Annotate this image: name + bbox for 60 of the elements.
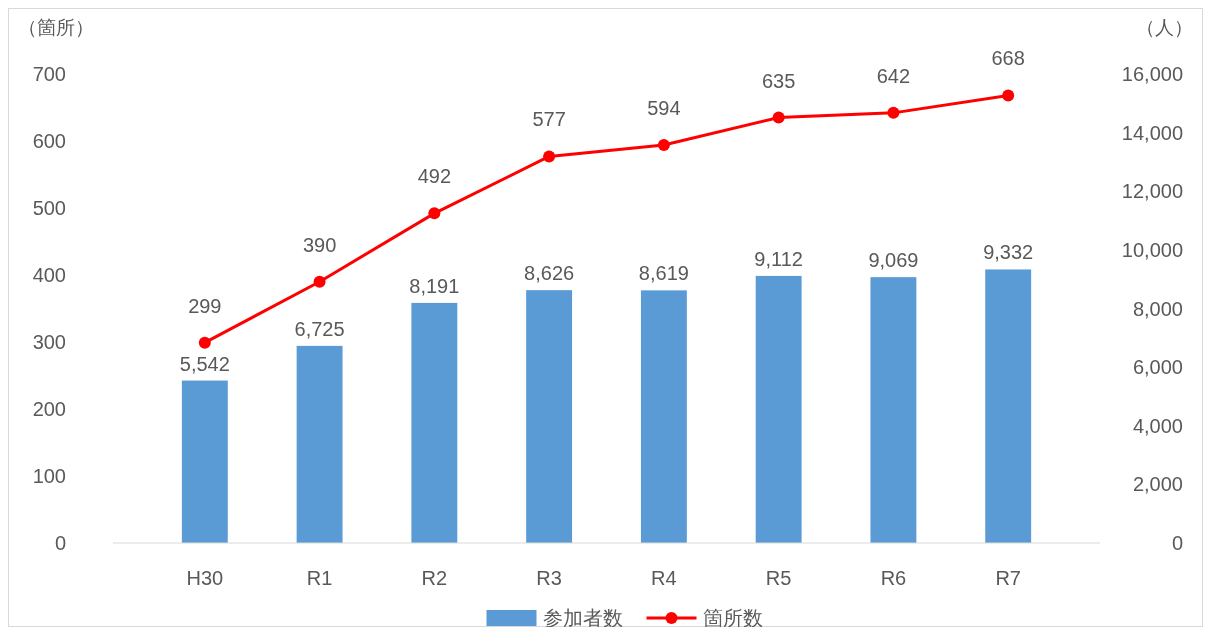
y-axis-title: （箇所）	[18, 17, 94, 38]
bar	[181, 380, 228, 543]
x-tick-label: R4	[651, 567, 677, 589]
point	[657, 139, 670, 152]
point	[428, 207, 441, 220]
x-tick-label: H30	[186, 567, 224, 589]
y-tick-label: 700	[32, 63, 66, 85]
point	[772, 111, 785, 124]
y-tick-label: 600	[32, 130, 66, 152]
x-tick-label: R5	[765, 567, 792, 589]
data-label: 390	[302, 233, 337, 256]
data-label: 668	[991, 47, 1025, 70]
y2-tick-label: 0	[1171, 532, 1183, 554]
x-tick-label: R1	[306, 567, 333, 589]
x-tick-label: R3	[536, 567, 562, 589]
data-label: 299	[188, 294, 222, 317]
data-label: 9,112	[754, 247, 803, 270]
y-tick-label: 100	[32, 465, 66, 487]
point	[198, 336, 211, 349]
bar	[755, 275, 802, 543]
bar	[870, 277, 917, 543]
data-label: 594	[647, 97, 681, 120]
data-label: 6,725	[294, 317, 345, 340]
point	[313, 275, 326, 288]
x-tick-label: R6	[880, 567, 907, 589]
y2-axis-title: （人）	[1136, 17, 1193, 38]
y-tick-label: 500	[32, 197, 66, 219]
point	[543, 150, 556, 163]
bar	[640, 290, 687, 543]
y-tick-label: 0	[54, 532, 66, 554]
x-tick-label: R7	[995, 567, 1021, 589]
legend-label: 箇所数	[702, 607, 763, 629]
y-tick-label: 200	[32, 398, 66, 420]
data-label: 8,191	[409, 274, 460, 297]
bar	[411, 302, 458, 543]
y2-tick-label: 16,000	[1121, 63, 1183, 85]
data-label: 9,332	[983, 241, 1034, 264]
bar	[296, 345, 343, 543]
y2-tick-label: 2,000	[1132, 473, 1183, 496]
data-label: 492	[417, 165, 452, 188]
y2-tick-label: 6,000	[1132, 356, 1183, 379]
y-tick-label: 400	[32, 264, 66, 286]
bar	[526, 290, 573, 543]
y2-tick-label: 12,000	[1121, 180, 1183, 203]
data-label: 8,619	[638, 262, 689, 285]
x-tick-label: R2	[421, 567, 448, 589]
y2-tick-label: 10,000	[1121, 238, 1183, 261]
data-label: 5,542	[179, 352, 230, 375]
data-label: 642	[876, 64, 911, 87]
data-label: 8,626	[524, 262, 575, 285]
y2-tick-label: 14,000	[1121, 121, 1183, 144]
point	[887, 106, 900, 119]
data-label: 577	[532, 108, 566, 131]
y2-tick-label: 8,000	[1132, 297, 1183, 320]
point	[1002, 89, 1015, 102]
data-label: 9,069	[868, 249, 919, 272]
bar	[985, 269, 1032, 543]
data-label: 635	[761, 69, 796, 92]
y-tick-label: 300	[32, 331, 66, 353]
y2-tick-label: 4,000	[1132, 414, 1183, 437]
